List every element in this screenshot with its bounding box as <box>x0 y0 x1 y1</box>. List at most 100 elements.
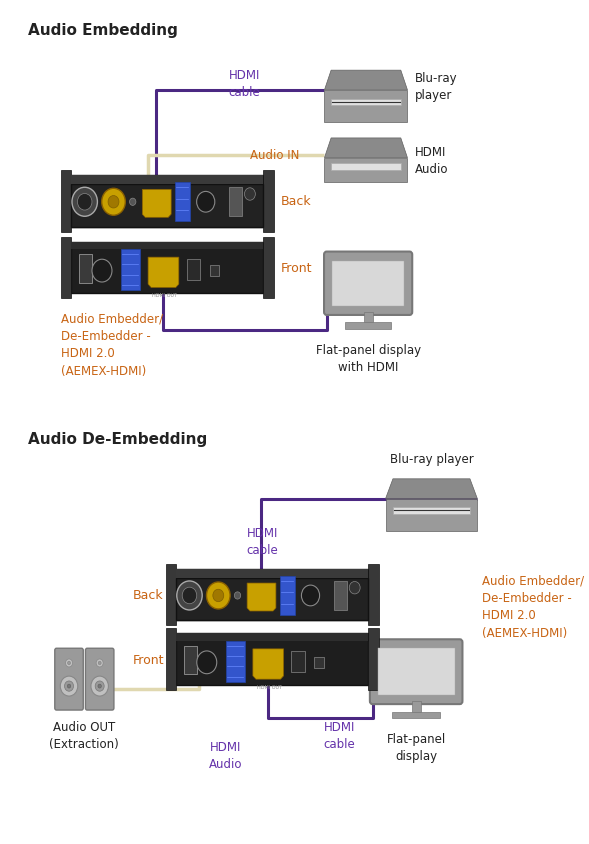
Polygon shape <box>386 499 477 531</box>
Text: HDMI
cable: HDMI cable <box>229 69 260 99</box>
Bar <box>368 564 379 625</box>
Circle shape <box>65 659 72 667</box>
Bar <box>280 576 295 615</box>
Bar <box>333 582 347 610</box>
Bar <box>166 564 176 625</box>
FancyBboxPatch shape <box>370 640 462 704</box>
Circle shape <box>65 681 74 691</box>
Circle shape <box>197 192 215 213</box>
Bar <box>263 170 274 232</box>
Bar <box>176 634 368 685</box>
Circle shape <box>213 590 224 602</box>
FancyBboxPatch shape <box>85 648 114 710</box>
Bar <box>331 165 401 170</box>
Bar <box>61 170 71 232</box>
Text: Audio Embedder/
De-Embedder -
HDMI 2.0
(AEMEX-HDMI): Audio Embedder/ De-Embedder - HDMI 2.0 (… <box>482 574 584 639</box>
Bar <box>412 701 421 711</box>
Circle shape <box>130 199 136 206</box>
Text: Flat-panel display
with HDMI: Flat-panel display with HDMI <box>316 344 421 373</box>
Bar <box>61 237 71 299</box>
Circle shape <box>96 659 103 667</box>
Circle shape <box>182 587 197 604</box>
Text: Flat-panel
display: Flat-panel display <box>386 733 446 762</box>
Text: Front: Front <box>281 262 312 274</box>
Bar <box>263 237 274 299</box>
Bar <box>71 176 263 227</box>
Bar <box>226 641 245 682</box>
Circle shape <box>244 188 256 201</box>
Text: Audio OUT
(Extraction): Audio OUT (Extraction) <box>49 720 119 750</box>
Polygon shape <box>325 138 408 159</box>
Bar <box>71 242 263 294</box>
Circle shape <box>177 582 202 610</box>
Bar <box>229 188 242 217</box>
Bar <box>184 646 197 674</box>
Circle shape <box>67 684 71 688</box>
Bar <box>393 508 470 514</box>
Polygon shape <box>253 649 284 679</box>
Circle shape <box>60 676 78 696</box>
Text: HDMI OUT: HDMI OUT <box>257 684 282 690</box>
Bar <box>175 183 190 222</box>
Circle shape <box>234 592 241 599</box>
Circle shape <box>98 662 101 665</box>
Bar <box>392 711 440 718</box>
Bar <box>345 323 391 329</box>
Text: HDMI
cable: HDMI cable <box>323 720 355 750</box>
Text: Back: Back <box>133 588 164 601</box>
Text: Audio IN: Audio IN <box>250 149 300 162</box>
Bar <box>187 260 200 280</box>
Bar <box>79 255 92 284</box>
Circle shape <box>102 189 125 216</box>
Bar <box>71 242 263 250</box>
Bar <box>71 176 263 185</box>
Polygon shape <box>325 91 408 123</box>
Bar <box>292 652 305 672</box>
Text: Blu-ray player: Blu-ray player <box>389 452 474 465</box>
Bar <box>331 100 401 106</box>
Bar <box>176 569 368 620</box>
Bar <box>315 657 324 668</box>
Polygon shape <box>143 190 171 218</box>
Text: Blu-ray
player: Blu-ray player <box>415 72 457 101</box>
Bar <box>378 648 455 695</box>
Circle shape <box>108 197 119 208</box>
Polygon shape <box>325 71 408 91</box>
Text: Back: Back <box>281 195 312 208</box>
Circle shape <box>92 260 112 283</box>
Text: Front: Front <box>133 653 164 666</box>
Text: HDMI
Audio: HDMI Audio <box>209 740 242 770</box>
Polygon shape <box>247 583 276 611</box>
FancyBboxPatch shape <box>324 252 412 316</box>
Polygon shape <box>325 159 408 182</box>
Bar <box>176 569 368 578</box>
Circle shape <box>197 652 217 674</box>
Bar <box>364 312 372 323</box>
Circle shape <box>68 662 71 665</box>
Text: HDMI
Audio: HDMI Audio <box>415 146 448 176</box>
Polygon shape <box>148 257 179 288</box>
Circle shape <box>95 681 104 691</box>
Bar <box>176 634 368 641</box>
Circle shape <box>349 582 360 594</box>
Bar <box>71 185 263 227</box>
FancyBboxPatch shape <box>55 648 83 710</box>
Text: Audio Embedding: Audio Embedding <box>28 24 177 38</box>
Circle shape <box>302 586 320 606</box>
Circle shape <box>98 684 101 688</box>
Circle shape <box>77 194 92 211</box>
Bar <box>368 629 379 690</box>
Circle shape <box>207 582 230 609</box>
Bar <box>121 250 140 291</box>
Bar <box>332 262 405 306</box>
Polygon shape <box>386 479 477 499</box>
Bar <box>176 578 368 620</box>
Text: HDMI OUT: HDMI OUT <box>152 293 177 298</box>
Text: Audio Embedder/
De-Embedder -
HDMI 2.0
(AEMEX-HDMI): Audio Embedder/ De-Embedder - HDMI 2.0 (… <box>61 312 163 377</box>
Circle shape <box>72 188 97 217</box>
Bar <box>210 266 219 277</box>
Circle shape <box>91 676 108 696</box>
Bar <box>166 629 176 690</box>
Text: HDMI
cable: HDMI cable <box>247 526 279 556</box>
Text: Audio De-Embedding: Audio De-Embedding <box>28 431 207 446</box>
